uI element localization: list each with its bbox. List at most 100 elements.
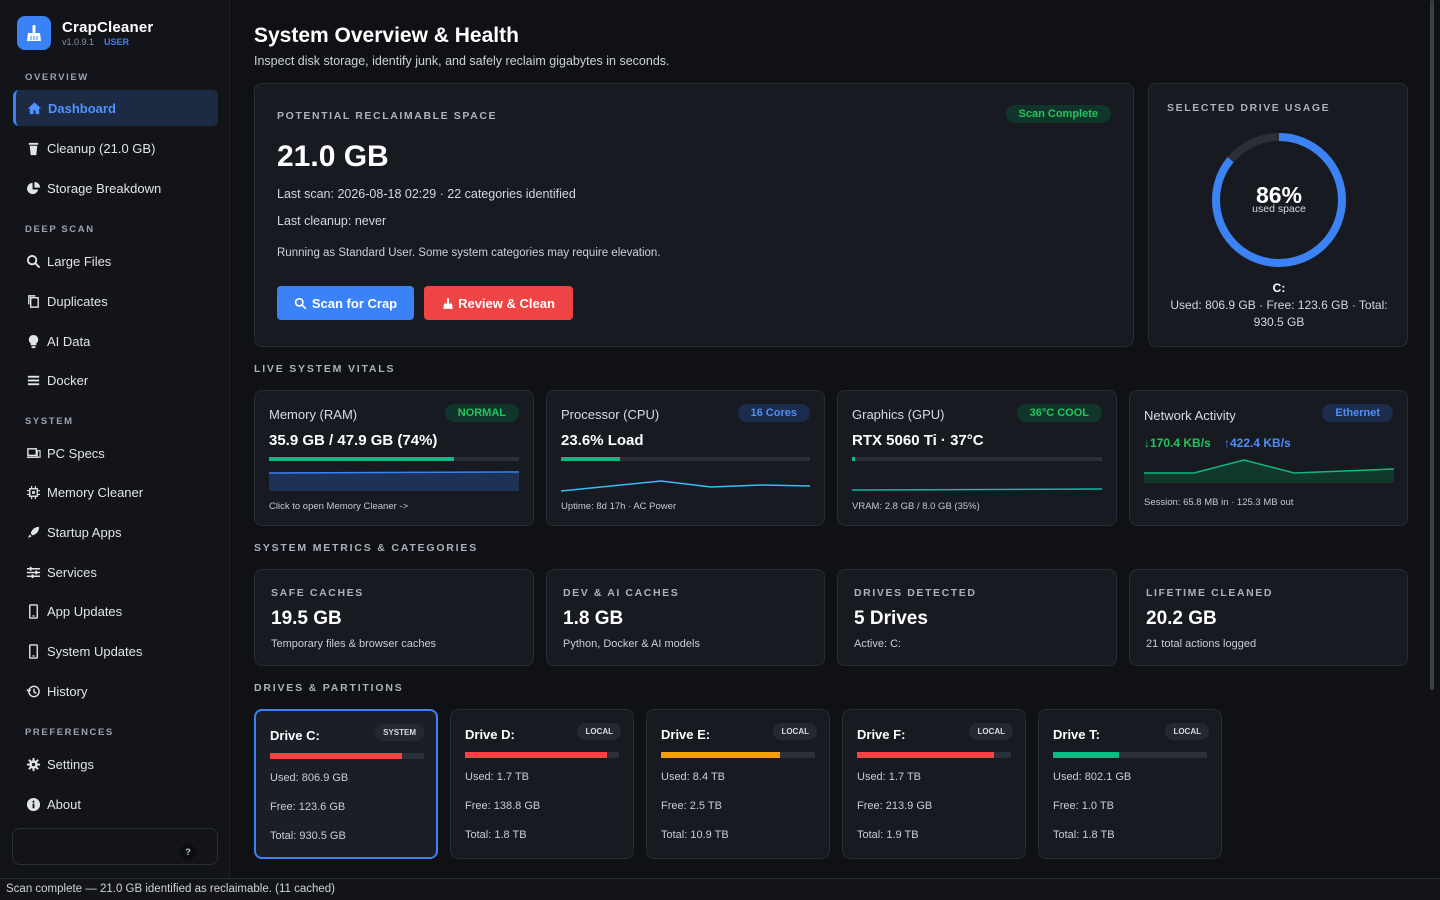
drive-name: Drive T: [1053,727,1100,742]
drive-usage-label: SELECTED DRIVE USAGE [1167,102,1331,114]
sidebar-item-memory-cleaner[interactable]: Memory Cleaner [13,474,218,510]
metric-value: 19.5 GB [271,608,342,629]
drive-free: Free: 123.6 GB [270,801,346,813]
sidebar-item-label: PC Specs [47,445,105,461]
info-icon [25,796,41,812]
sidebar-item-label: Settings [47,756,94,772]
drive-total: Total: 930.5 GB [270,830,346,842]
phone-icon [25,643,41,659]
sidebar-item-dashboard[interactable]: Dashboard [13,90,218,126]
drive-card-t[interactable]: Drive T: LOCAL Used: 802.1 GB Free: 1.0 … [1038,709,1222,859]
drive-card-c[interactable]: Drive C: SYSTEM Used: 806.9 GB Free: 123… [254,709,438,859]
reclaim-card: POTENTIAL RECLAIMABLE SPACE Scan Complet… [254,83,1134,347]
drive-free: Free: 213.9 GB [857,800,933,812]
review-clean-button[interactable]: Review & Clean [424,286,573,320]
network-title: Network Activity [1144,408,1236,423]
sidebar-item-label: Dashboard [48,100,116,116]
usage-details: Used: 806.9 GB · Free: 123.6 GB · Total:… [1170,298,1388,329]
last-scan-text: Last scan: 2026-08-18 02:29 · 22 categor… [277,187,576,201]
rocket-icon [25,524,41,540]
drive-usage-card: SELECTED DRIVE USAGE 86% used space C: U… [1148,83,1408,347]
sidebar-item-ai-data[interactable]: AI Data [13,323,218,359]
drive-free: Free: 138.8 GB [465,800,541,812]
sidebar-item-storage-breakdown[interactable]: Storage Breakdown [13,170,218,206]
metric-label: DRIVES DETECTED [854,587,977,599]
sidebar-item-services[interactable]: Services [13,554,218,590]
gpu-card: Graphics (GPU) 36°C COOL RTX 5060 Ti · 3… [837,390,1117,526]
page-subtitle: Inspect disk storage, identify junk, and… [254,54,670,68]
broom-icon [443,297,453,309]
sidebar-footer-box: ? [12,828,218,865]
metric-description: Temporary files & browser caches [271,638,437,650]
main-content: System Overview & Health Inspect disk st… [230,0,1435,878]
drive-total: Total: 1.8 TB [465,829,527,841]
scan-status-badge: Scan Complete [1005,105,1111,123]
metric-card-lifetime-cleaned: LIFETIME CLEANED 20.2 GB 21 total action… [1129,569,1408,666]
sidebar-item-startup-apps[interactable]: Startup Apps [13,514,218,550]
drive-name: Drive C: [270,728,320,743]
drive-usage-fill [1053,752,1120,758]
sidebar-item-label: AI Data [47,333,91,349]
sidebar-item-pc-specs[interactable]: PC Specs [13,435,218,471]
cpu-title: Processor (CPU) [561,407,660,422]
gear-icon [25,756,41,772]
scan-button[interactable]: Scan for Crap [277,286,414,320]
sidebar-item-cleanup[interactable]: Cleanup (21.0 GB) [13,130,218,166]
usage-percent: 86% [1255,182,1303,208]
drive-tag: LOCAL [969,723,1013,740]
sidebar-item-settings[interactable]: Settings [13,746,218,782]
scrollbar-thumb[interactable] [1430,0,1434,690]
pie-chart-icon [25,180,41,196]
drive-used: Used: 1.7 TB [465,771,529,783]
drive-usage-bar [465,752,619,758]
sidebar-item-about[interactable]: About [13,786,218,822]
network-down-speed: ↓170.4 KB/s [1144,436,1211,450]
drive-tag: SYSTEM [375,724,424,741]
sidebar-item-label: Startup Apps [47,524,122,540]
scan-button-label: Scan for Crap [311,295,398,311]
phone-icon [25,603,41,619]
gpu-bar [852,457,1102,461]
drive-usage-bar [270,753,424,759]
app-name: CrapCleaner [62,19,154,36]
copy-icon [25,293,41,309]
gpu-footer: VRAM: 2.8 GB / 8.0 GB (35%) [852,501,980,512]
sidebar-item-system-updates[interactable]: System Updates [13,633,218,669]
network-sparkline [1144,459,1394,483]
drive-total: Total: 1.9 TB [857,829,919,841]
metric-card-dev-ai-caches: DEV & AI CACHES 1.8 GB Python, Docker & … [546,569,825,666]
gpu-temp-badge: 36°C COOL [1016,404,1102,422]
sidebar-item-large-files[interactable]: Large Files [13,243,218,279]
app-version: v1.0.9.1 [62,37,95,47]
main-scrollbar[interactable] [1430,0,1435,878]
drive-total: Total: 10.9 TB [661,829,729,841]
review-clean-label: Review & Clean [458,295,555,311]
drive-card-f[interactable]: Drive F: LOCAL Used: 1.7 TB Free: 213.9 … [842,709,1026,859]
drive-usage-fill [661,752,780,758]
drive-usage-bar [661,752,815,758]
chip-icon [25,484,41,500]
drive-tag: LOCAL [1165,723,1209,740]
sidebar-item-label: History [47,683,88,699]
sidebar: CrapCleaner v1.0.9.1 USER OVERVIEW Dashbo… [0,0,230,878]
sidebar-item-docker[interactable]: Docker [13,362,218,398]
sidebar-item-app-updates[interactable]: App Updates [13,593,218,629]
sidebar-item-history[interactable]: History [13,673,218,709]
metric-label: SAFE CACHES [271,587,364,599]
network-up-speed: ↑422.4 KB/s [1224,436,1291,450]
search-icon [294,297,307,309]
sidebar-item-duplicates[interactable]: Duplicates [13,283,218,319]
drive-card-e[interactable]: Drive E: LOCAL Used: 8.4 TB Free: 2.5 TB… [646,709,830,859]
cpu-bar-fill [561,457,620,461]
usage-donut-arc [1212,133,1346,267]
section-system: SYSTEM [25,416,74,427]
metric-value: 5 Drives [854,608,928,629]
ram-card[interactable]: Memory (RAM) NORMAL 35.9 GB / 47.9 GB (7… [254,390,534,526]
ram-footer-link[interactable]: Click to open Memory Cleaner -> [269,501,409,512]
search-icon [25,253,41,269]
cpu-sparkline [561,480,810,492]
drive-card-d[interactable]: Drive D: LOCAL Used: 1.7 TB Free: 138.8 … [450,709,634,859]
ram-bar [269,457,519,461]
ram-value: 35.9 GB / 47.9 GB (74%) [269,432,438,449]
help-button[interactable]: ? [180,844,196,860]
